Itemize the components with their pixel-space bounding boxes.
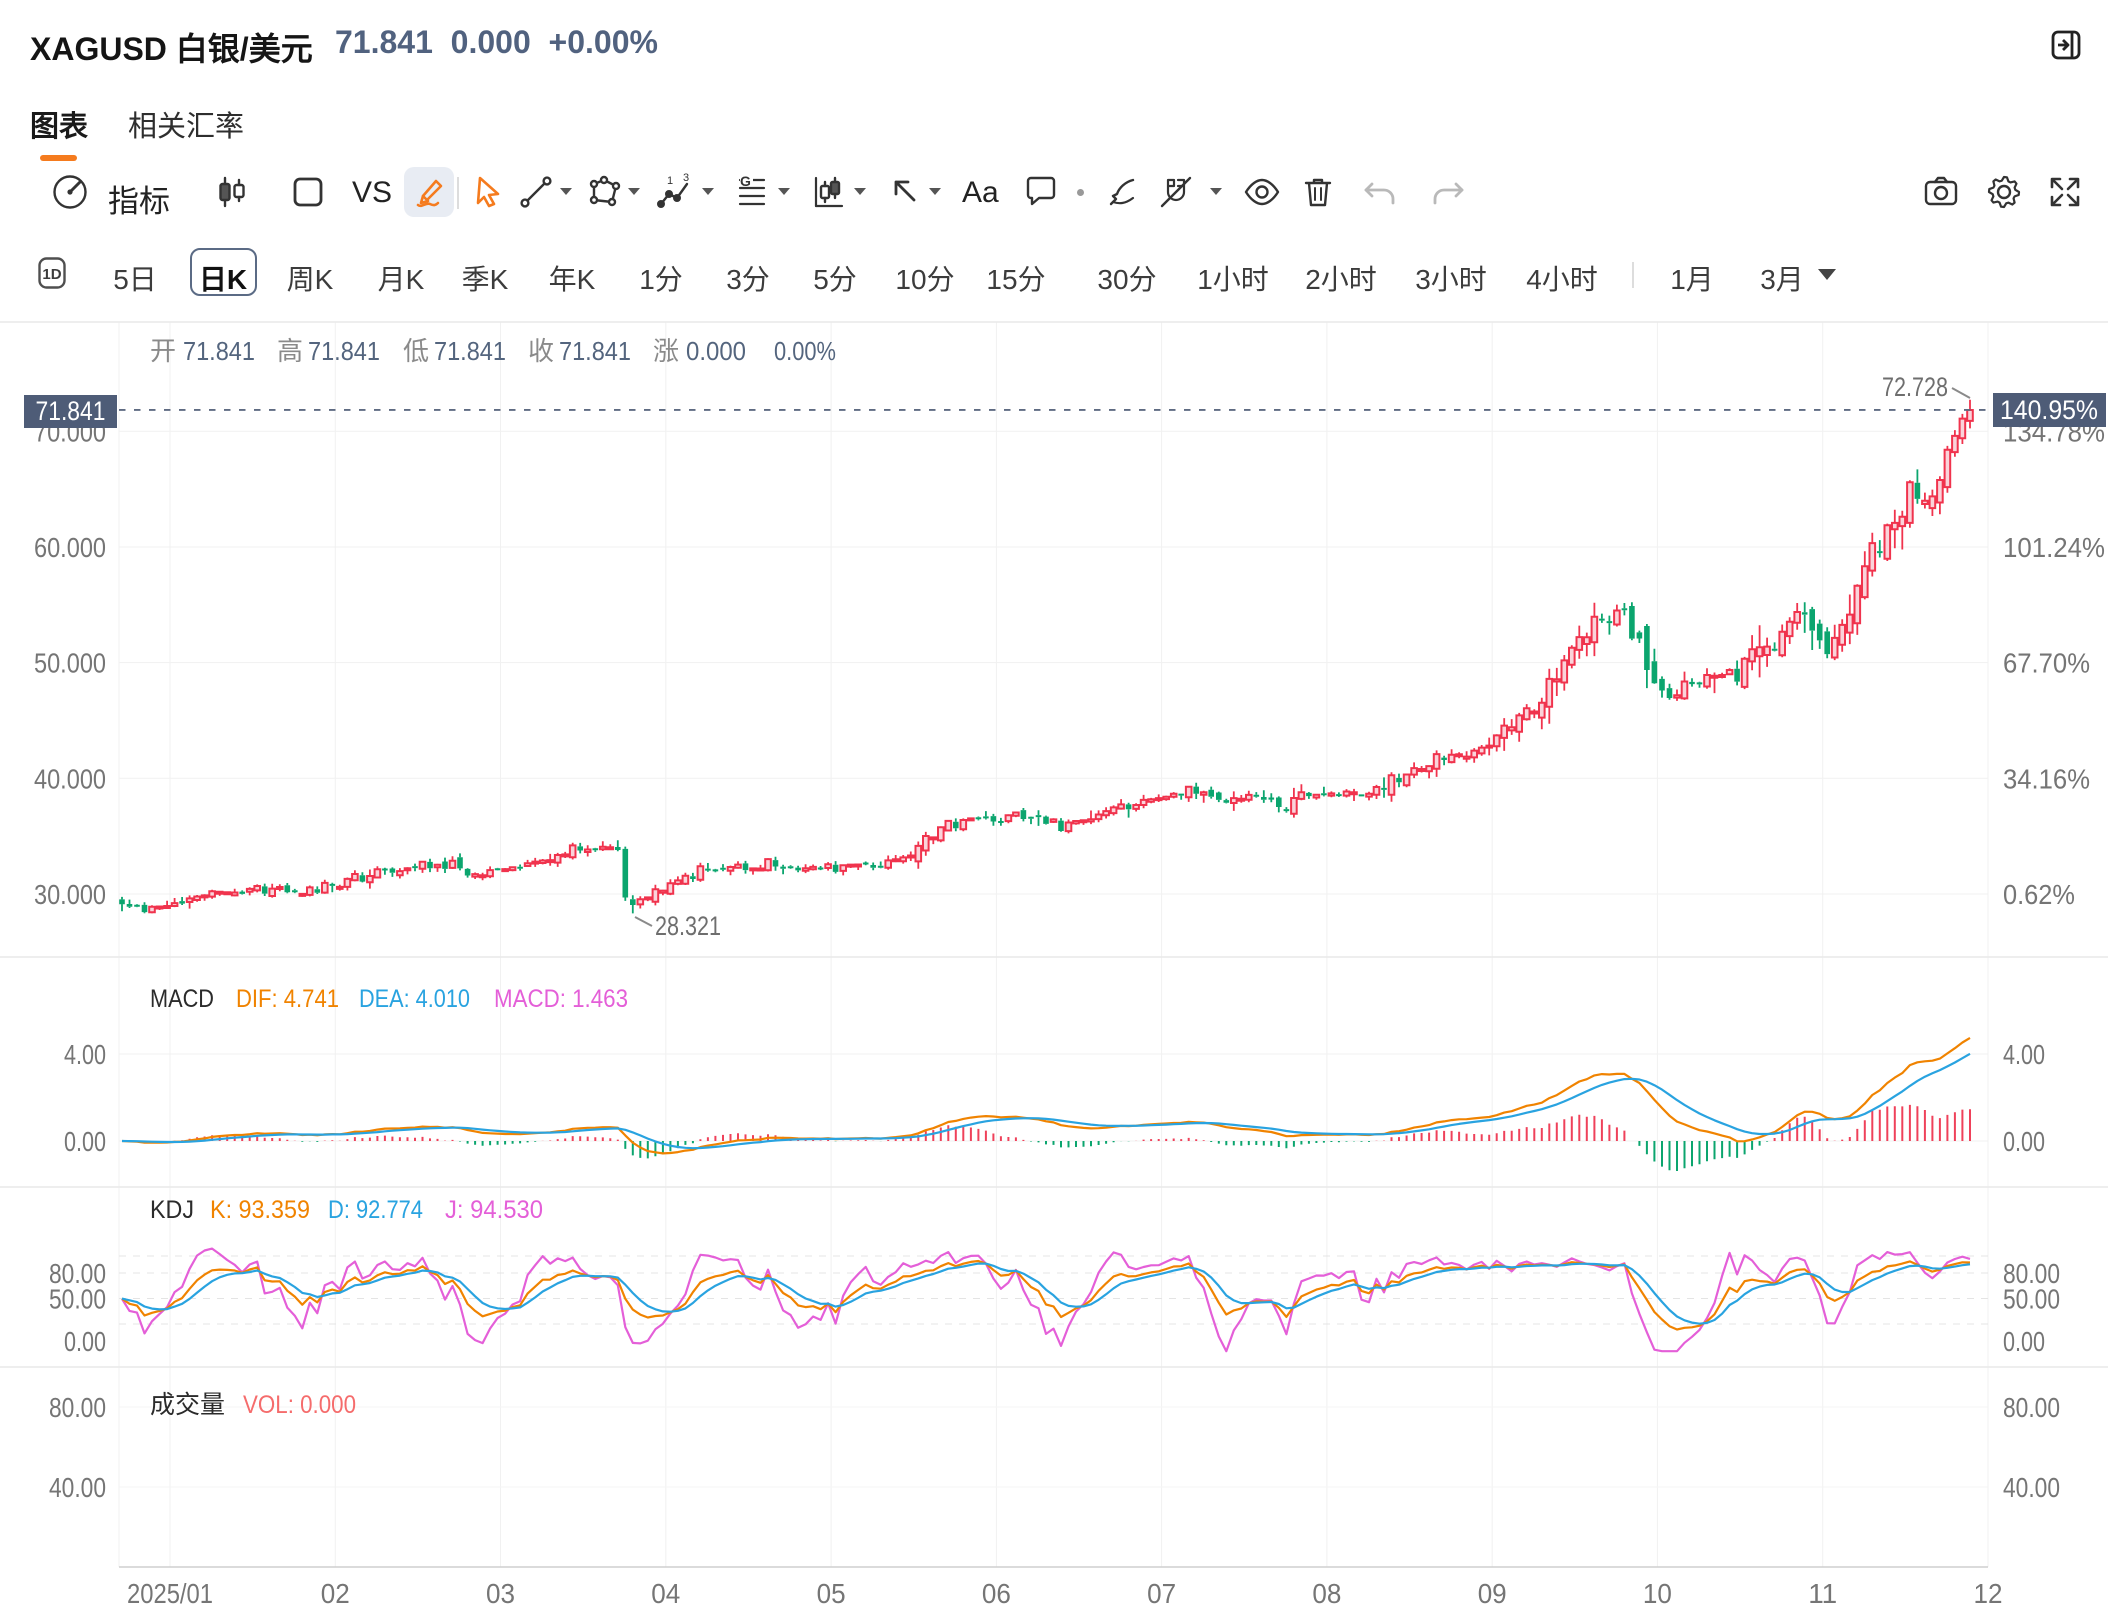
svg-text:DIF: 4.741: DIF: 4.741 xyxy=(236,985,339,1013)
svg-text:10: 10 xyxy=(1643,1578,1672,1609)
svg-text:K: 93.359: K: 93.359 xyxy=(210,1196,310,1224)
svg-text:开: 开 xyxy=(150,336,176,366)
svg-text:30.000: 30.000 xyxy=(34,879,106,910)
svg-text:50.000: 50.000 xyxy=(34,648,106,679)
svg-text:60.000: 60.000 xyxy=(34,532,106,563)
svg-text:0.00: 0.00 xyxy=(64,1126,106,1157)
svg-text:28.321: 28.321 xyxy=(655,911,721,941)
svg-text:05: 05 xyxy=(817,1578,846,1609)
svg-text:0.000: 0.000 xyxy=(686,336,746,366)
svg-text:40.00: 40.00 xyxy=(2003,1472,2060,1503)
svg-text:11: 11 xyxy=(1808,1578,1837,1609)
svg-text:低: 低 xyxy=(403,336,429,366)
svg-text:08: 08 xyxy=(1312,1578,1341,1609)
svg-text:0.00: 0.00 xyxy=(2003,1326,2045,1357)
svg-text:VOL: 0.000: VOL: 0.000 xyxy=(243,1391,356,1419)
svg-text:0.00: 0.00 xyxy=(64,1326,106,1357)
svg-text:07: 07 xyxy=(1147,1578,1176,1609)
svg-text:J: 94.530: J: 94.530 xyxy=(445,1196,543,1224)
svg-text:71.841: 71.841 xyxy=(434,336,506,366)
svg-text:1: 1 xyxy=(667,175,673,187)
svg-text:收: 收 xyxy=(528,336,554,366)
svg-text:140.95%: 140.95% xyxy=(2000,395,2098,425)
svg-text:KDJ: KDJ xyxy=(150,1196,194,1224)
svg-text:50.00: 50.00 xyxy=(49,1284,106,1315)
svg-text:71.841: 71.841 xyxy=(308,336,380,366)
svg-text:G: G xyxy=(740,173,751,189)
svg-text:成交量: 成交量 xyxy=(150,1391,225,1419)
svg-text:0.00%: 0.00% xyxy=(774,336,836,366)
svg-text:03: 03 xyxy=(486,1578,515,1609)
svg-text:MACD: MACD xyxy=(150,985,214,1013)
svg-text:04: 04 xyxy=(651,1578,680,1609)
svg-text:80.00: 80.00 xyxy=(2003,1392,2060,1423)
svg-text:12: 12 xyxy=(1974,1578,2003,1609)
svg-text:4.00: 4.00 xyxy=(64,1039,106,1070)
svg-text:02: 02 xyxy=(321,1578,350,1609)
svg-text:0.62%: 0.62% xyxy=(2003,879,2075,910)
svg-text:80.00: 80.00 xyxy=(49,1392,106,1423)
svg-text:高: 高 xyxy=(277,336,303,366)
svg-text:06: 06 xyxy=(982,1578,1011,1609)
svg-text:4.00: 4.00 xyxy=(2003,1039,2045,1070)
svg-text:09: 09 xyxy=(1478,1578,1507,1609)
svg-text:2025/01: 2025/01 xyxy=(127,1578,213,1609)
svg-text:71.841: 71.841 xyxy=(559,336,631,366)
svg-text:MACD: 1.463: MACD: 1.463 xyxy=(494,985,628,1013)
svg-text:40.000: 40.000 xyxy=(34,763,106,794)
svg-text:80.00: 80.00 xyxy=(2003,1258,2060,1289)
svg-text:3: 3 xyxy=(683,172,689,184)
svg-text:34.16%: 34.16% xyxy=(2003,763,2090,794)
svg-text:涨: 涨 xyxy=(653,336,679,366)
svg-text:50.00: 50.00 xyxy=(2003,1284,2060,1315)
svg-text:D: 92.774: D: 92.774 xyxy=(328,1196,423,1224)
svg-text:40.00: 40.00 xyxy=(49,1472,106,1503)
svg-text:0.00: 0.00 xyxy=(2003,1126,2045,1157)
svg-text:71.841: 71.841 xyxy=(183,336,255,366)
svg-text:101.24%: 101.24% xyxy=(2003,532,2105,563)
svg-text:71.841: 71.841 xyxy=(36,396,106,426)
svg-text:1D: 1D xyxy=(42,266,61,283)
svg-text:67.70%: 67.70% xyxy=(2003,648,2090,679)
svg-text:72.728: 72.728 xyxy=(1882,372,1948,402)
svg-text:DEA: 4.010: DEA: 4.010 xyxy=(359,985,470,1013)
svg-text:80.00: 80.00 xyxy=(49,1258,106,1289)
